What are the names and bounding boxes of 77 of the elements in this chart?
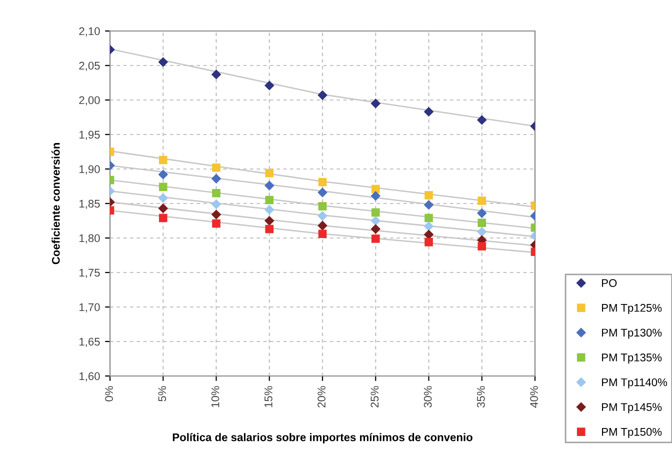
point — [158, 203, 168, 214]
point — [424, 238, 433, 246]
point — [264, 216, 274, 226]
point — [371, 208, 380, 217]
y-tick-label: 1,60 — [80, 372, 100, 382]
point — [158, 182, 168, 192]
point — [478, 242, 486, 250]
point — [265, 168, 274, 178]
x-tick-label: 5% — [158, 386, 166, 402]
point — [318, 211, 328, 221]
point — [318, 202, 327, 210]
y-tick-label: 1,85 — [80, 200, 100, 209]
point — [158, 57, 168, 67]
point — [264, 180, 274, 190]
point — [478, 218, 486, 227]
x-tick-label: 40% — [530, 386, 538, 408]
point — [370, 98, 381, 108]
legend-label: PM Tp130% — [602, 328, 662, 339]
y-tick-label: 1,70 — [80, 303, 100, 312]
point — [211, 174, 222, 184]
point — [424, 106, 434, 117]
point — [212, 219, 220, 228]
x-tick-label: 30% — [424, 386, 432, 408]
point — [478, 196, 486, 205]
point — [211, 70, 222, 80]
y-tick-label: 2,05 — [79, 62, 100, 71]
point — [158, 156, 168, 164]
point — [424, 200, 434, 210]
y-tick-label: 2,10 — [79, 27, 100, 36]
legend-label: PM Tp1140% — [602, 378, 668, 388]
point — [212, 188, 220, 198]
y-tick-label: 1,95 — [80, 130, 100, 140]
point — [318, 230, 327, 238]
point — [424, 230, 434, 240]
point — [371, 184, 380, 194]
x-tick-label: 0% — [105, 386, 113, 402]
y-axis-title: Coeficiente conversión — [52, 143, 60, 264]
legend-label: PM Tp135% — [602, 354, 662, 364]
point — [158, 214, 168, 222]
point — [318, 188, 328, 198]
x-tick-label: 15% — [264, 386, 272, 408]
point — [370, 224, 381, 234]
legend-label: PM Tp145% — [602, 403, 662, 414]
point — [476, 115, 487, 125]
point — [370, 191, 381, 201]
y-tick-label: 1,80 — [80, 234, 100, 244]
point — [265, 224, 274, 234]
x-tick-label: 10% — [211, 386, 220, 408]
point — [158, 170, 168, 180]
point — [212, 163, 220, 172]
point — [371, 234, 380, 243]
x-tick-label: 35% — [476, 386, 485, 408]
legend-label: PM Tp125% — [602, 304, 662, 314]
point — [370, 216, 381, 226]
x-tick-label: 20% — [318, 386, 326, 408]
point — [424, 191, 433, 200]
point — [476, 208, 487, 218]
point — [318, 90, 328, 100]
point — [318, 220, 328, 230]
point — [424, 214, 433, 222]
point — [211, 199, 222, 210]
point — [211, 210, 222, 220]
point — [264, 80, 274, 90]
point — [476, 226, 487, 237]
y-tick-label: 1,90 — [80, 165, 100, 174]
legend-label: PM Tp150% — [602, 428, 662, 438]
x-tick-label: 25% — [370, 386, 379, 408]
point — [424, 221, 434, 232]
y-tick-label: 2,00 — [79, 96, 100, 106]
legend-label: PO — [602, 279, 617, 287]
point — [158, 193, 168, 203]
point — [265, 196, 274, 204]
x-axis-title: Política de salarios sobre importes mínimos de convenio — [172, 432, 472, 444]
point — [318, 178, 327, 186]
y-tick-label: 1,65 — [80, 338, 100, 347]
y-tick-label: 1,75 — [80, 268, 100, 278]
point — [264, 204, 274, 215]
